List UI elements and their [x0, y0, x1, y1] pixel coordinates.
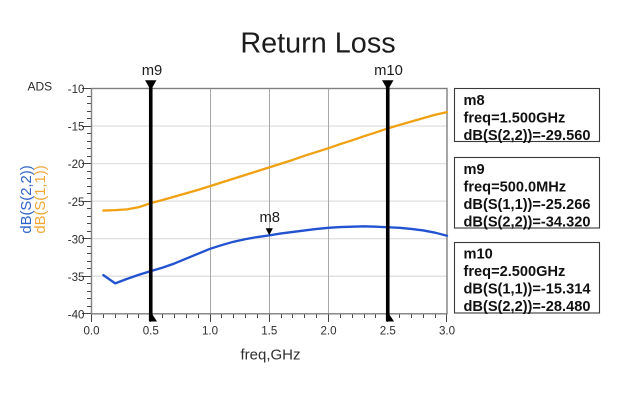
svg-text:-25: -25 [68, 196, 85, 209]
svg-text:-20: -20 [68, 158, 85, 171]
svg-text:-15: -15 [68, 121, 85, 134]
svg-text:dB(S(2,2)): dB(S(2,2)) [19, 165, 35, 233]
svg-text:dB(S(1,1))=-25.266: dB(S(1,1))=-25.266 [464, 197, 591, 213]
svg-text:freq=500.0MHz: freq=500.0MHz [464, 179, 567, 195]
svg-text:m8: m8 [259, 210, 280, 226]
svg-text:freq,GHz: freq,GHz [240, 347, 300, 364]
svg-text:-30: -30 [68, 233, 85, 246]
svg-text:3.0: 3.0 [439, 324, 455, 337]
svg-text:dB(S(2,2))=-28.480: dB(S(2,2))=-28.480 [464, 299, 591, 315]
svg-text:dB(S(2,2))=-29.560: dB(S(2,2))=-29.560 [464, 128, 591, 144]
svg-text:m9: m9 [464, 162, 485, 178]
svg-text:dB(S(1,1)): dB(S(1,1)) [33, 165, 49, 233]
svg-text:freq=1.500GHz: freq=1.500GHz [464, 110, 566, 126]
svg-text:m10: m10 [464, 247, 493, 263]
svg-text:freq=2.500GHz: freq=2.500GHz [464, 264, 566, 280]
svg-text:dB(S(1,1))=-15.314: dB(S(1,1))=-15.314 [464, 282, 592, 298]
svg-text:1.5: 1.5 [261, 324, 277, 337]
svg-text:-10: -10 [68, 83, 85, 96]
svg-text:0.5: 0.5 [143, 324, 159, 337]
svg-text:dB(S(2,2))=-34.320: dB(S(2,2))=-34.320 [464, 214, 591, 230]
svg-text:2.5: 2.5 [380, 324, 396, 337]
svg-text:2.0: 2.0 [320, 324, 336, 337]
svg-text:ADS: ADS [28, 80, 53, 94]
svg-text:m10: m10 [374, 63, 403, 79]
svg-text:m9: m9 [142, 63, 163, 79]
svg-text:m8: m8 [464, 93, 485, 109]
svg-text:Return Loss: Return Loss [240, 27, 395, 59]
svg-text:0.0: 0.0 [83, 324, 99, 337]
svg-text:1.0: 1.0 [202, 324, 218, 337]
svg-text:-35: -35 [68, 271, 85, 284]
svg-text:-40: -40 [68, 308, 85, 321]
